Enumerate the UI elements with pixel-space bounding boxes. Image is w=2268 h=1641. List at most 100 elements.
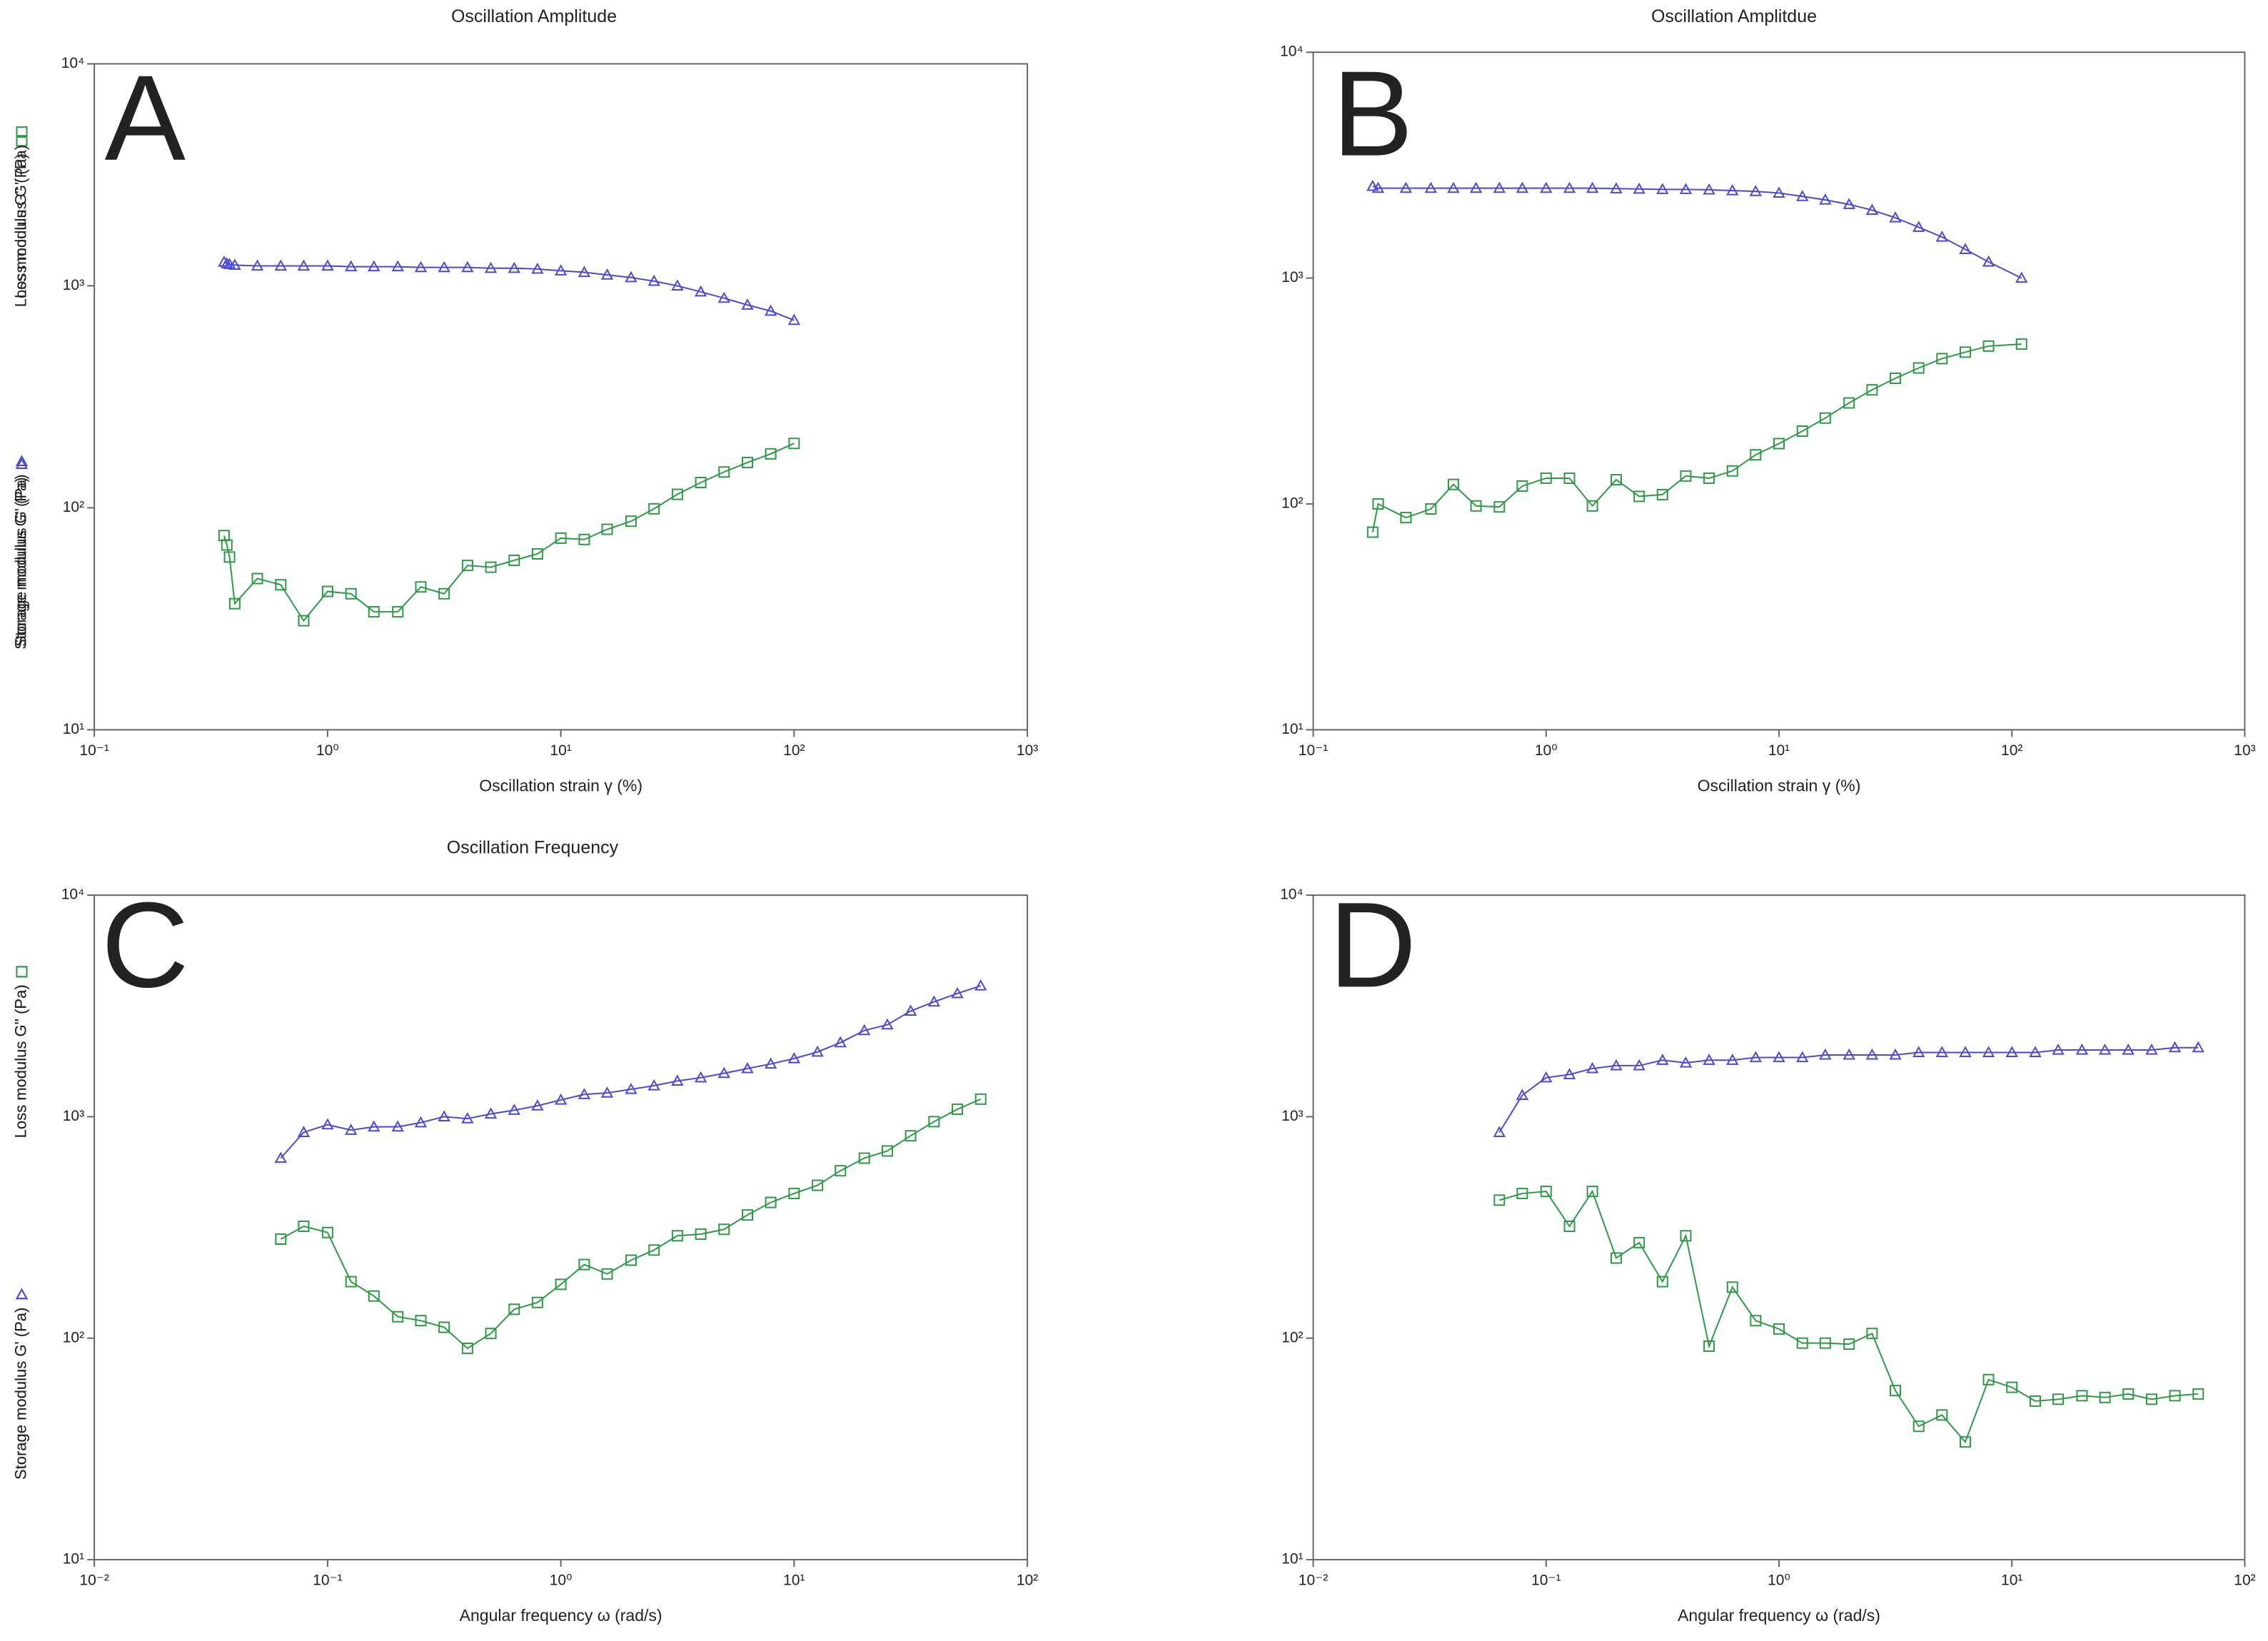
square-marker	[1773, 1323, 1785, 1335]
triangle-marker	[1563, 181, 1576, 193]
triangle-marker	[531, 262, 544, 274]
square-marker	[974, 1093, 987, 1105]
square-marker	[765, 1196, 777, 1208]
square-marker	[1890, 372, 1902, 384]
square-marker	[1372, 498, 1384, 510]
x-tick-label: 10²	[783, 742, 805, 759]
triangle-marker	[274, 259, 288, 271]
square-marker	[415, 1315, 427, 1327]
x-axis-label: Oscillation strain γ (%)	[479, 776, 642, 794]
square-marker	[461, 560, 473, 572]
triangle-marker	[1586, 181, 1599, 193]
triangle-marker	[1493, 1126, 1506, 1137]
triangle-marker	[344, 260, 358, 272]
triangle-marker	[1516, 181, 1529, 193]
triangle-marker	[1935, 1046, 1949, 1058]
panel-label: C	[101, 877, 189, 1013]
square-marker	[835, 1165, 847, 1177]
triangle-marker	[391, 260, 404, 272]
square-marker	[16, 135, 28, 147]
square-marker	[298, 615, 310, 627]
triangle-marker	[2029, 1046, 2042, 1058]
x-axis-label: Oscillation strain γ (%)	[1698, 776, 1861, 794]
x-tick-label: 10⁰	[1535, 742, 1558, 759]
series-line	[280, 985, 982, 1159]
square-marker	[648, 1244, 660, 1256]
square-marker	[531, 547, 543, 560]
triangle-marker	[1819, 193, 1832, 205]
triangle-marker	[1703, 1054, 1715, 1065]
x-tick-label: 10¹	[550, 742, 571, 759]
square-marker	[251, 572, 263, 585]
square-marker	[928, 1116, 940, 1128]
y-axis-label: Storage modulus G' (Pa)	[11, 1308, 29, 1480]
triangle-marker	[741, 298, 754, 310]
square-marker	[904, 1130, 917, 1142]
triangle-marker	[321, 259, 334, 271]
square-marker	[578, 533, 590, 545]
square-marker	[1633, 1236, 1645, 1248]
triangle-marker	[974, 979, 987, 991]
square-marker	[16, 966, 28, 978]
triangle-marker	[2005, 1046, 2018, 1058]
plot-frame	[94, 894, 1029, 1561]
square-marker	[2169, 1390, 2181, 1402]
square-marker	[485, 561, 497, 573]
square-marker	[1796, 1337, 1808, 1349]
square-marker	[275, 579, 287, 591]
triangle-marker	[228, 258, 241, 270]
triangle-marker	[508, 1104, 520, 1115]
square-marker	[1680, 1230, 1692, 1242]
y-tick-label: 10³	[63, 277, 84, 293]
square-marker	[1866, 384, 1878, 396]
square-marker	[1843, 1338, 1855, 1350]
square-marker	[1586, 500, 1598, 512]
triangle-marker	[764, 304, 777, 316]
triangle-marker	[414, 261, 428, 273]
triangle-marker	[1610, 1059, 1623, 1071]
square-marker	[2122, 1388, 2135, 1400]
triangle-marker	[1656, 183, 1669, 194]
y-tick-label: 10¹	[63, 1551, 84, 1567]
triangle-marker	[927, 995, 941, 1007]
x-tick-label: 10⁻²	[1299, 1572, 1328, 1589]
triangle-marker	[1912, 221, 1925, 232]
x-tick-label: 10⁻¹	[79, 742, 109, 759]
triangle-marker	[368, 1120, 380, 1132]
triangle-marker	[1749, 1051, 1763, 1063]
triangle-marker	[1889, 1048, 1902, 1060]
square-marker	[221, 539, 233, 551]
triangle-marker	[461, 1112, 474, 1124]
triangle-marker	[1424, 181, 1438, 193]
square-marker	[718, 1223, 730, 1236]
square-marker	[368, 1290, 380, 1302]
square-marker	[1750, 1315, 1762, 1327]
y-axis-label: Loss modulus G'' (Pa)	[11, 984, 29, 1138]
triangle-marker	[391, 1120, 404, 1132]
square-marker	[16, 966, 28, 978]
square-marker	[298, 1221, 310, 1233]
triangle-marker	[1540, 181, 1553, 193]
square-marker	[742, 456, 754, 468]
triangle-marker	[2075, 1043, 2089, 1055]
square-marker	[812, 1179, 824, 1191]
square-marker	[1425, 503, 1437, 515]
square-marker	[671, 1230, 683, 1242]
square-marker	[1400, 512, 1412, 524]
triangle-marker	[1773, 1051, 1785, 1063]
square-marker	[1470, 500, 1482, 512]
square-marker	[1540, 472, 1552, 484]
triangle-marker	[787, 1051, 801, 1064]
triangle-marker	[2192, 1041, 2204, 1053]
chart-title: Oscillation Amplitude	[451, 6, 617, 26]
triangle-marker	[484, 261, 498, 273]
x-tick-label: 10⁰	[316, 742, 339, 759]
y-tick-label: 10⁴	[1280, 44, 1303, 60]
triangle-marker	[1540, 1071, 1553, 1083]
square-marker	[1726, 465, 1738, 477]
triangle-marker	[438, 261, 450, 273]
square-marker	[438, 1321, 450, 1333]
x-axis-label: Angular frequency ω (rad/s)	[1678, 1606, 1880, 1625]
triangle-marker	[1371, 181, 1385, 193]
